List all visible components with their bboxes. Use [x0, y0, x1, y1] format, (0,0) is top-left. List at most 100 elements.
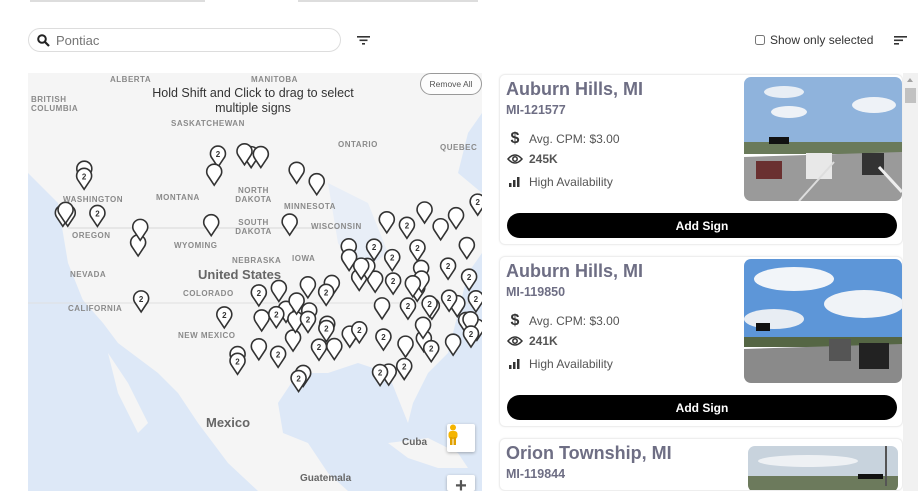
- map-marker[interactable]: 2: [383, 248, 401, 273]
- sign-card[interactable]: Auburn Hills, MI MI-121577 $ Avg. CPM: $3…: [499, 74, 903, 245]
- map-marker[interactable]: [131, 218, 149, 242]
- map-marker[interactable]: 2: [462, 325, 480, 349]
- map-marker[interactable]: [378, 211, 396, 235]
- map-label: CALIFORNIA: [68, 304, 123, 313]
- map-marker[interactable]: [397, 335, 414, 359]
- map-marker[interactable]: [458, 236, 476, 260]
- map-marker[interactable]: [288, 161, 305, 185]
- map-marker[interactable]: [373, 297, 391, 321]
- map-marker[interactable]: 2: [75, 167, 93, 191]
- map-label-country: Guatemala: [300, 473, 352, 484]
- map-marker[interactable]: 2: [467, 290, 482, 314]
- scroll-thumb[interactable]: [905, 88, 916, 103]
- map-marker[interactable]: 2: [365, 238, 383, 262]
- show-only-selected-toggle[interactable]: Show only selected: [755, 33, 873, 47]
- map-marker[interactable]: 2: [439, 257, 457, 281]
- street-view-pegman[interactable]: [447, 424, 475, 452]
- map-marker[interactable]: [236, 143, 253, 167]
- map-marker[interactable]: [462, 311, 479, 335]
- sign-card[interactable]: Auburn Hills, MI MI-119850 $ Avg. CPM: $3…: [499, 256, 903, 427]
- sort-icon[interactable]: [894, 35, 908, 46]
- map-marker[interactable]: [299, 276, 317, 300]
- map-label: WASHINGTON: [63, 195, 123, 204]
- sign-id: MI-119844: [506, 467, 566, 481]
- search-box[interactable]: [28, 28, 341, 52]
- map-marker[interactable]: 2: [371, 363, 389, 388]
- show-only-selected-checkbox[interactable]: [755, 35, 765, 45]
- map-marker[interactable]: 2: [317, 283, 335, 307]
- map-marker[interactable]: 2: [89, 204, 106, 228]
- map-marker[interactable]: 2: [384, 272, 402, 296]
- map-marker[interactable]: 2: [409, 239, 426, 263]
- cluster-count: 2: [95, 209, 100, 218]
- map-marker[interactable]: 2: [422, 339, 440, 364]
- cluster-count: 2: [402, 363, 407, 372]
- map-marker[interactable]: [250, 338, 268, 362]
- map-marker[interactable]: [366, 270, 384, 294]
- map-marker[interactable]: 2: [209, 145, 227, 169]
- cluster-count: 2: [222, 311, 227, 320]
- map-marker[interactable]: 2: [216, 306, 233, 330]
- map-marker[interactable]: 2: [398, 216, 416, 240]
- map-marker[interactable]: 2: [399, 297, 417, 321]
- map-marker[interactable]: [404, 275, 422, 299]
- map-label: ALBERTA: [110, 75, 152, 84]
- map-marker[interactable]: [270, 279, 288, 303]
- map-label: WYOMING: [174, 241, 218, 250]
- map-marker[interactable]: [205, 163, 223, 187]
- map-marker[interactable]: 2: [318, 319, 335, 343]
- map-marker[interactable]: 2: [421, 295, 438, 319]
- cluster-count: 2: [257, 289, 262, 298]
- map-marker[interactable]: 2: [250, 284, 268, 308]
- map-marker[interactable]: [447, 207, 465, 231]
- map-label: OREGON: [72, 231, 111, 240]
- map-marker[interactable]: [288, 292, 305, 316]
- list-scrollbar[interactable]: [903, 73, 918, 491]
- map-marker[interactable]: [444, 333, 462, 357]
- map-markers[interactable]: 2 2 2 2 2 2 2 2 2 2 2 2 2 2 2 2 2 2 2 2 2 2 2 2 2 2 2 2 2 2 2 2: [28, 73, 482, 491]
- map-marker[interactable]: [281, 213, 298, 237]
- map-marker[interactable]: 2: [229, 352, 246, 376]
- map-marker[interactable]: [252, 145, 270, 169]
- map-marker[interactable]: [202, 213, 220, 238]
- cluster-count: 2: [317, 343, 322, 352]
- sign-photo[interactable]: [744, 259, 902, 383]
- map-marker[interactable]: 2: [395, 357, 413, 381]
- zoom-in-button[interactable]: +: [447, 475, 475, 491]
- add-sign-button[interactable]: Add Sign: [507, 213, 897, 238]
- map-marker[interactable]: 2: [440, 289, 458, 313]
- map-marker[interactable]: [414, 316, 432, 340]
- map-marker[interactable]: 2: [299, 310, 317, 334]
- map-marker[interactable]: 2: [269, 345, 287, 369]
- map-marker[interactable]: [57, 201, 74, 225]
- add-sign-button[interactable]: Add Sign: [507, 395, 897, 420]
- scroll-up-arrow[interactable]: [907, 78, 913, 82]
- map-marker[interactable]: 2: [290, 369, 307, 393]
- cluster-count: 2: [139, 295, 144, 304]
- map-marker[interactable]: 2: [351, 321, 368, 345]
- map-marker[interactable]: [326, 337, 343, 362]
- sign-photo[interactable]: [744, 77, 902, 201]
- search-input[interactable]: [56, 32, 316, 48]
- map-label: WISCONSIN: [311, 222, 362, 231]
- map[interactable]: 2 2 2 2 2 2 2 2 2 2 2 2 2 2 2 2 2 2 2 2 2 2 2 2 2 2 2 2 2 2 2 2 ALBERTA…: [28, 73, 482, 491]
- map-marker[interactable]: 2: [460, 268, 478, 292]
- map-marker[interactable]: [253, 309, 270, 333]
- sign-card[interactable]: Orion Township, MI MI-119844: [499, 438, 903, 491]
- map-marker[interactable]: [432, 218, 449, 242]
- map-marker[interactable]: 2: [310, 338, 328, 362]
- map-marker[interactable]: [416, 201, 433, 225]
- search-icon: [37, 33, 50, 47]
- map-marker[interactable]: 2: [469, 193, 482, 217]
- map-marker[interactable]: 2: [375, 328, 392, 352]
- filter-icon[interactable]: [357, 35, 370, 46]
- map-marker[interactable]: [352, 257, 370, 281]
- map-marker[interactable]: 2: [132, 290, 150, 314]
- cluster-count: 2: [415, 244, 420, 253]
- map-marker[interactable]: [284, 329, 302, 353]
- map-marker[interactable]: 2: [268, 305, 285, 330]
- map-marker[interactable]: [308, 172, 326, 197]
- remove-all-button[interactable]: Remove All: [420, 73, 482, 95]
- sign-photo[interactable]: [748, 446, 898, 490]
- cluster-count: 2: [324, 325, 329, 334]
